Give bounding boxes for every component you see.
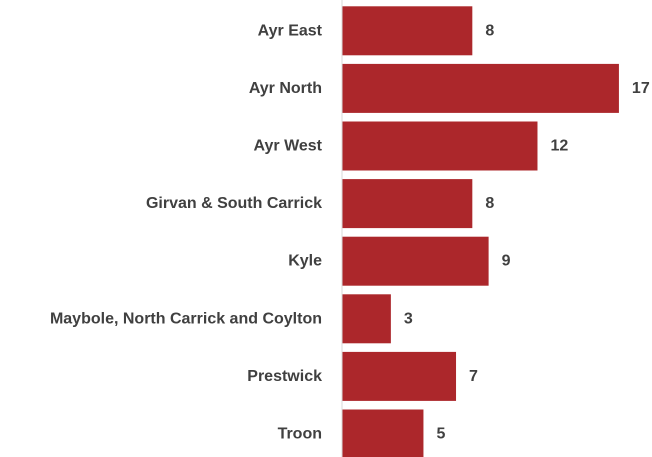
value-label-prestwick: 7: [469, 368, 478, 385]
category-label-troon: Troon: [278, 426, 322, 443]
value-label-ayr-north: 17: [632, 80, 650, 97]
bars-group: [342, 6, 619, 457]
category-label-ayr-west: Ayr West: [254, 138, 323, 155]
category-label-girvan-south-carrick: Girvan & South Carrick: [146, 195, 322, 212]
value-label-ayr-west: 12: [550, 138, 568, 155]
bar-ayr-north: [342, 63, 619, 113]
bar-girvan-south-carrick: [342, 179, 473, 229]
category-label-maybole-north-carrick-and-coylton: Maybole, North Carrick and Coylton: [50, 310, 322, 327]
value-label-girvan-south-carrick: 8: [485, 195, 494, 212]
bar-maybole-north-carrick-and-coylton: [342, 294, 391, 344]
value-label-ayr-east: 8: [485, 22, 494, 39]
category-labels: Ayr East Ayr North Ayr West Girvan & South …: [50, 22, 323, 442]
value-label-kyle: 9: [502, 253, 511, 270]
bar-ayr-west: [342, 121, 538, 171]
bar-prestwick: [342, 351, 457, 401]
value-label-maybole-north-carrick-and-coylton: 3: [404, 310, 413, 327]
value-label-troon: 5: [436, 426, 445, 443]
bar-ayr-east: [342, 6, 473, 56]
value-labels: 8 17 12 8 9 3 7 5: [404, 22, 650, 442]
category-label-ayr-north: Ayr North: [249, 80, 322, 97]
category-label-ayr-east: Ayr East: [258, 22, 323, 39]
bar-troon: [342, 409, 424, 457]
category-label-prestwick: Prestwick: [247, 368, 322, 385]
category-label-kyle: Kyle: [288, 253, 322, 270]
bar-kyle: [342, 236, 489, 286]
